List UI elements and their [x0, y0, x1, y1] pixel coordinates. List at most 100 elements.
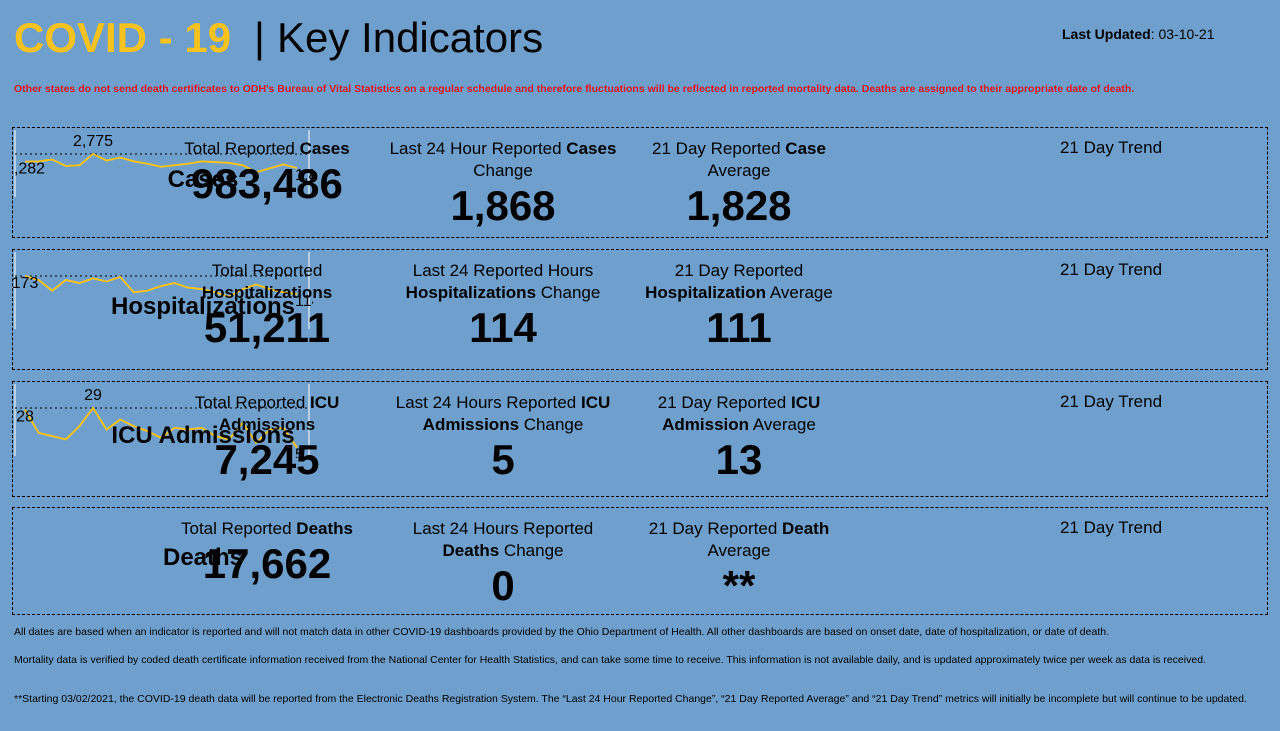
metric-title-part: Change	[499, 541, 564, 560]
title-separator: |	[254, 14, 265, 61]
metric-title: 21 Day Reported Case Average	[624, 138, 854, 182]
sparkline: 28 29 5	[14, 384, 310, 464]
trend-title: 21 Day Trend	[1059, 518, 1163, 537]
indicator-row: ICU Admissions Total Reported ICU Admissi…	[12, 381, 1268, 497]
metric: Last 24 Hour Reported Cases Change 1,868	[388, 138, 618, 230]
row-name: Deaths	[162, 544, 244, 571]
indicator-row: Cases Total Reported Cases 983,486 Last 24 …	[5, 127, 1268, 238]
trend-line	[24, 275, 298, 298]
metric-value: 5	[491, 436, 515, 483]
metric-title-part: Hospitalizations	[405, 283, 537, 302]
metric-title-part: Change	[473, 161, 533, 180]
metric-title-part: Deaths	[442, 541, 500, 560]
metric-title-part: Change	[536, 283, 601, 302]
metric-title: Total Reported Hospitalizations	[152, 260, 382, 304]
metric-title-part: Average	[707, 161, 771, 180]
row-name: ICU Admissions	[111, 422, 295, 449]
metric-title: Last 24 Reported Hours Hospitalizations …	[388, 260, 618, 304]
metric-value: 0	[491, 562, 515, 609]
metric-title: Total Reported Cases	[152, 138, 382, 160]
trend-label: 2,282	[13, 161, 45, 178]
metric: Total Reported ICU Admissions 7,245	[152, 392, 382, 484]
metric-title-part: Average	[749, 415, 816, 434]
footer-note: All dates are based when an indicator is…	[14, 626, 1110, 638]
metric-title-part: 21 Day Reported	[648, 519, 782, 538]
metric-title-part: Last 24 Reported Hours	[412, 261, 594, 280]
metric: Total Reported Hospitalizations 51,211	[152, 260, 382, 352]
metric-title: Total Reported Deaths	[152, 518, 382, 540]
last-updated: Last Updated: 03-10-21	[1062, 26, 1215, 42]
metric-title: 21 Day Reported Hospitalization Average	[624, 260, 854, 304]
trend-label: 173	[13, 275, 38, 292]
metric-title-part: Last 24 Hour Reported	[389, 139, 567, 158]
metric-value: **	[722, 562, 756, 609]
metric-title-part: Average	[707, 541, 771, 560]
metric: Total Reported Deaths 17,662	[152, 518, 382, 588]
metric-title-part: Change	[519, 415, 584, 434]
metric-title-part: Cases	[299, 139, 350, 158]
metric-title-part: Hospitalizations	[201, 283, 333, 302]
metric-title-part: Case	[785, 139, 826, 158]
metric: 21 Day Reported Death Average **	[624, 518, 854, 610]
trend-label: 5	[295, 447, 304, 458]
metric: 21 Day Reported Hospitalization Average 1…	[624, 260, 854, 352]
metric-value: 1,828	[686, 182, 792, 229]
metric-title: Last 24 Hour Reported Cases Change	[388, 138, 618, 182]
metric-title-part: 21 Day Reported	[674, 261, 804, 280]
trend-title: 21 Day Trend	[1059, 260, 1163, 279]
metric-title-part: Last 24 Hours Reported	[412, 519, 594, 538]
last-updated-label: Last Updated	[1062, 26, 1151, 42]
metric-title-part: Deaths	[296, 519, 353, 538]
metric-title-part: Total Reported	[211, 261, 323, 280]
metric-title-part: ICU Admissions	[218, 393, 340, 434]
metric-value: 114	[469, 304, 537, 351]
metric-value: 1,868	[450, 182, 556, 229]
metric: Total Reported Cases 983,486	[152, 138, 382, 208]
metric-title-part: ICU Admission	[662, 393, 821, 434]
notice: Other states do not send death certifica…	[14, 83, 1135, 95]
metric-title: Last 24 Hours Reported ICU Admissions Ch…	[388, 392, 618, 436]
metric-title: 21 Day Reported Death Average	[624, 518, 854, 562]
metric-title: Total Reported ICU Admissions	[152, 392, 382, 436]
trend-label: 28	[16, 409, 34, 426]
trend-line	[24, 152, 298, 174]
footer-note: **Starting 03/02/2021, the COVID-19 deat…	[14, 693, 1247, 705]
metric-value: 17,662	[202, 540, 332, 587]
metric: Last 24 Hours Reported ICU Admissions Ch…	[388, 392, 618, 484]
metric-value: 7,245	[214, 436, 320, 483]
metric: 21 Day Reported ICU Admission Average 13	[624, 392, 854, 484]
metric: Last 24 Hours Reported Deaths Change 0	[388, 518, 618, 610]
metric-title-part: ICU Admissions	[422, 393, 611, 434]
last-updated-date: : 03-10-21	[1150, 26, 1215, 42]
metric-title-part: Last 24 Hours Reported	[395, 393, 581, 412]
metric-title-part: Total Reported	[184, 139, 300, 158]
metric-title-part: Total Reported	[181, 519, 297, 538]
title: Key Indicators	[277, 14, 544, 61]
metric-value: 13	[715, 436, 763, 483]
title-highlight: COVID - 19	[14, 14, 232, 61]
metric-title-part: Hospitalization	[645, 283, 767, 302]
metric: 21 Day Reported Case Average 1,828	[624, 138, 854, 230]
indicator-row: Hospitalizations Total Reported Hospitali…	[12, 249, 1268, 370]
trend-line	[24, 406, 298, 449]
metric-value: 983,486	[191, 160, 343, 207]
metric-value: 111	[706, 304, 772, 351]
metric-title-part: Death	[782, 519, 830, 538]
metric-title-part: Cases	[566, 139, 617, 158]
trend-title: 21 Day Trend	[1059, 392, 1163, 411]
metric: Last 24 Reported Hours Hospitalizations …	[388, 260, 618, 352]
metric-title: Last 24 Hours Reported Deaths Change	[388, 518, 618, 562]
metric-title-part: 21 Day Reported	[657, 393, 791, 412]
metric-title: 21 Day Reported ICU Admission Average	[624, 392, 854, 436]
trend-title: 21 Day Trend	[1059, 138, 1163, 157]
trend-label: 29	[84, 387, 102, 404]
row-name: Cases	[167, 165, 239, 193]
metric-value: 51,211	[203, 304, 331, 351]
metric-title-part: 21 Day Reported	[652, 139, 786, 158]
metric-title-part: Average	[766, 283, 833, 302]
footer-note: Mortality data is verified by coded deat…	[14, 654, 1206, 666]
row-name: Hospitalizations	[110, 292, 296, 320]
metric-title-part: Total Reported	[194, 393, 310, 412]
trend-label: 2,775	[73, 133, 113, 150]
